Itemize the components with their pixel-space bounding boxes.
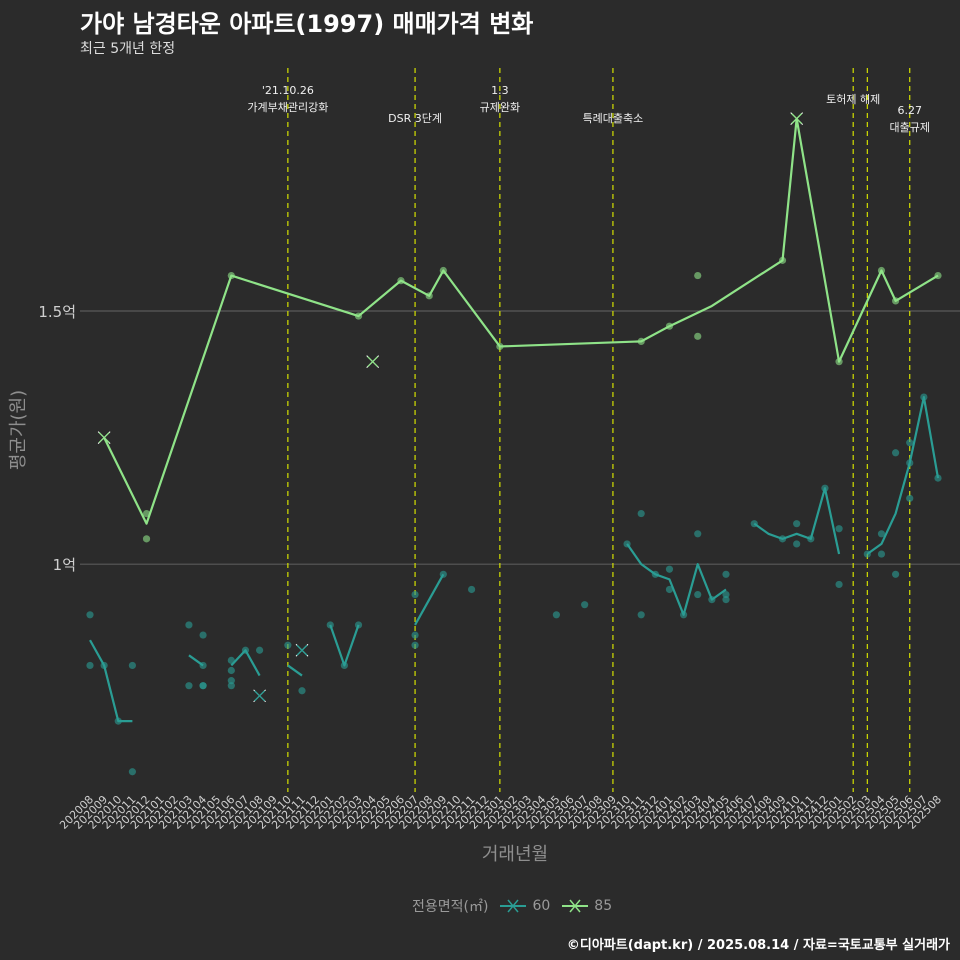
data-point-60 [227, 682, 235, 690]
y-tick-label: 1.5억 [38, 303, 76, 321]
data-point-60 [906, 494, 914, 502]
event-label: 특례대출축소 [583, 112, 644, 125]
cross-stroke [254, 690, 266, 702]
series-line-60 [89, 639, 133, 723]
series-line-60 [230, 649, 261, 677]
chart-title: 가야 남경타운 아파트(1997) 매매가격 변화 [80, 10, 534, 38]
data-point-60 [199, 682, 207, 690]
chart-subtitle: 최근 5개년 한정 [80, 41, 176, 57]
data-point-60 [468, 585, 476, 594]
data-point-60 [637, 509, 645, 518]
data-point-60 [411, 590, 419, 599]
series-line-60 [329, 624, 360, 667]
data-point-60 [892, 449, 900, 457]
data-point-60 [411, 631, 419, 639]
data-point-60 [835, 580, 843, 589]
series-line-60 [626, 543, 727, 616]
cross-stroke [791, 113, 803, 125]
data-point-85 [694, 271, 702, 280]
data-point-60 [199, 631, 207, 639]
y-tick-label: 1억 [53, 556, 76, 574]
legend-title: 전용면적(㎡) [412, 899, 489, 915]
data-point-60 [411, 641, 419, 649]
data-point-60 [793, 540, 801, 548]
data-point-60 [86, 611, 94, 619]
cross-marker-85 [790, 112, 804, 125]
data-point-60 [722, 570, 730, 578]
data-point-60 [227, 666, 235, 675]
legend-swatch-85 [562, 899, 589, 913]
data-point-60 [694, 530, 702, 538]
data-point-60 [86, 661, 94, 670]
data-point-60 [892, 570, 900, 578]
series-line-60 [753, 487, 841, 555]
series-line-60 [188, 654, 204, 667]
data-point-60 [581, 601, 589, 609]
data-point-60 [637, 611, 645, 619]
data-point-60 [793, 520, 801, 528]
data-point-60 [185, 621, 193, 629]
data-point-60 [128, 768, 136, 776]
y-axis-title: 평균가(원) [8, 390, 29, 470]
data-point-60 [722, 590, 730, 599]
data-point-60 [185, 682, 193, 690]
cross-stroke [367, 356, 379, 368]
legend-label-60: 60 [532, 898, 551, 914]
event-label: 1.3 [491, 84, 509, 97]
data-point-60 [298, 687, 306, 695]
data-point-60 [877, 550, 886, 558]
legend: 전용면적(㎡) 60 85 [412, 896, 612, 916]
cross-stroke [98, 432, 110, 444]
cross-marker-85 [366, 355, 380, 369]
event-label: 토허제 해제 [826, 92, 880, 106]
data-point-60 [722, 596, 730, 604]
series-line-85 [103, 117, 939, 525]
data-point-60 [284, 641, 292, 649]
data-point-60 [256, 646, 264, 654]
legend-swatch-60 [500, 899, 527, 913]
source-caption: ©디아파트(dapt.kr) / 2025.08.14 / 자료=국토교통부 실… [566, 938, 950, 953]
x-axis-title: 거래년월 [482, 844, 548, 865]
data-point-60 [694, 590, 702, 599]
data-point-60 [906, 439, 914, 447]
data-point-60 [227, 677, 235, 685]
data-point-60 [877, 530, 886, 538]
data-point-85 [142, 535, 151, 543]
data-point-60 [128, 661, 136, 670]
data-point-85 [694, 332, 702, 340]
data-point-60 [665, 585, 674, 594]
series-line-60 [866, 395, 940, 555]
event-label: DSR 3단계 [388, 112, 442, 125]
cross-marker-60 [253, 689, 266, 703]
event-label: 대출규제 [889, 121, 929, 134]
event-label: '21.10.26 [262, 84, 314, 97]
legend-item-85: 85 [562, 898, 612, 914]
data-point-60 [665, 565, 674, 573]
event-label: 6.27 [897, 104, 922, 117]
event-label: 가계부채관리강화 [247, 101, 328, 114]
series-line-60 [287, 664, 303, 677]
cross-marker-85 [97, 431, 111, 444]
legend-label-85: 85 [594, 898, 613, 914]
legend-item-60: 60 [500, 898, 550, 914]
cross-marker-60 [295, 643, 309, 657]
cross-stroke [296, 644, 308, 656]
data-point-60 [552, 611, 561, 619]
series-line-60 [414, 573, 445, 626]
event-label: 규제완화 [480, 101, 520, 114]
data-point-60 [835, 525, 843, 533]
